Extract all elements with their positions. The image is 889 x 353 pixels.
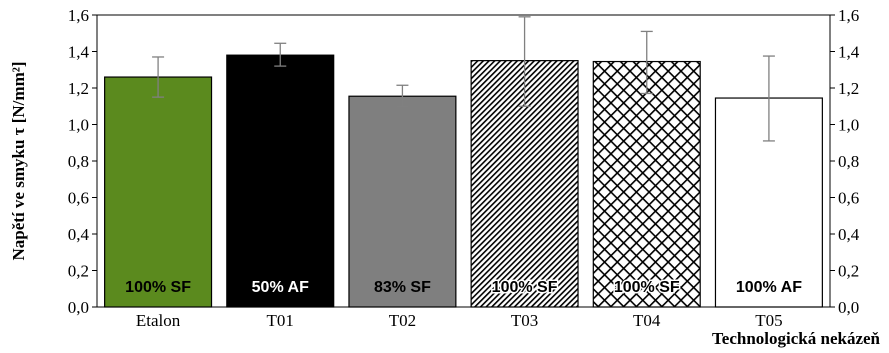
x-tick-label: T04 [633, 311, 661, 330]
bar-t01 [226, 54, 335, 308]
plot-area [96, 14, 831, 308]
y-axis-title: Napětí ve smyku τ [N/mm²] [9, 62, 28, 261]
y-tick-label-right: 1,6 [838, 6, 859, 25]
y-tick-label-right: 0,4 [838, 225, 860, 244]
x-tick-label: T02 [389, 311, 416, 330]
x-tick-label: T01 [267, 311, 294, 330]
x-tick-label: Etalon [136, 311, 181, 330]
y-tick-label-right: 1,0 [838, 116, 859, 135]
x-tick-label: T03 [511, 311, 538, 330]
bar-label: 83% SF [374, 279, 431, 296]
y-tick-label-left: 1,6 [68, 6, 89, 25]
bar-label: 100% SF [614, 279, 680, 296]
y-axis-right: 0,0 0,2 0,4 0,6 0,8 1,0 1,2 1,4 1,6 [830, 6, 860, 317]
bar-t02 [348, 95, 457, 308]
y-tick-label-right: 0,0 [838, 298, 859, 317]
y-tick-label-left: 0,0 [68, 298, 89, 317]
y-tick-label-right: 1,2 [838, 79, 859, 98]
y-tick-label-left: 1,2 [68, 79, 89, 98]
bar-label: 100% SF [492, 279, 558, 296]
y-tick-label-left: 1,0 [68, 116, 89, 135]
error-bars-group [152, 16, 775, 142]
y-tick-label-left: 0,8 [68, 152, 89, 171]
y-tick-label-right: 0,8 [838, 152, 859, 171]
y-tick-label-left: 1,4 [68, 43, 90, 62]
bars-group [104, 54, 823, 308]
bar-label: 100% SF [125, 279, 191, 296]
bar-label: 100% AF [736, 279, 802, 296]
bar-t04 [592, 60, 701, 308]
x-axis-title: Technologická nekázeň [712, 329, 881, 348]
bar-labels-group: 100% SF 50% AF 83% SF 100% SF 100% SF 100% AF [125, 278, 802, 298]
y-axis-left: 0,0 0,2 0,4 0,6 0,8 1,0 1,2 1,4 1,6 [68, 6, 97, 317]
y-tick-label-right: 0,6 [838, 189, 859, 208]
bar-label: 50% AF [252, 279, 309, 296]
x-axis-categories: Etalon T01 T02 T03 T04 T05 [136, 311, 783, 330]
x-tick-label: T05 [755, 311, 782, 330]
y-tick-label-right: 0,2 [838, 262, 859, 281]
y-tick-label-left: 0,4 [68, 225, 90, 244]
y-tick-label-right: 1,4 [838, 43, 860, 62]
y-tick-label-left: 0,6 [68, 189, 89, 208]
y-tick-label-left: 0,2 [68, 262, 89, 281]
bar-etalon [104, 76, 213, 308]
